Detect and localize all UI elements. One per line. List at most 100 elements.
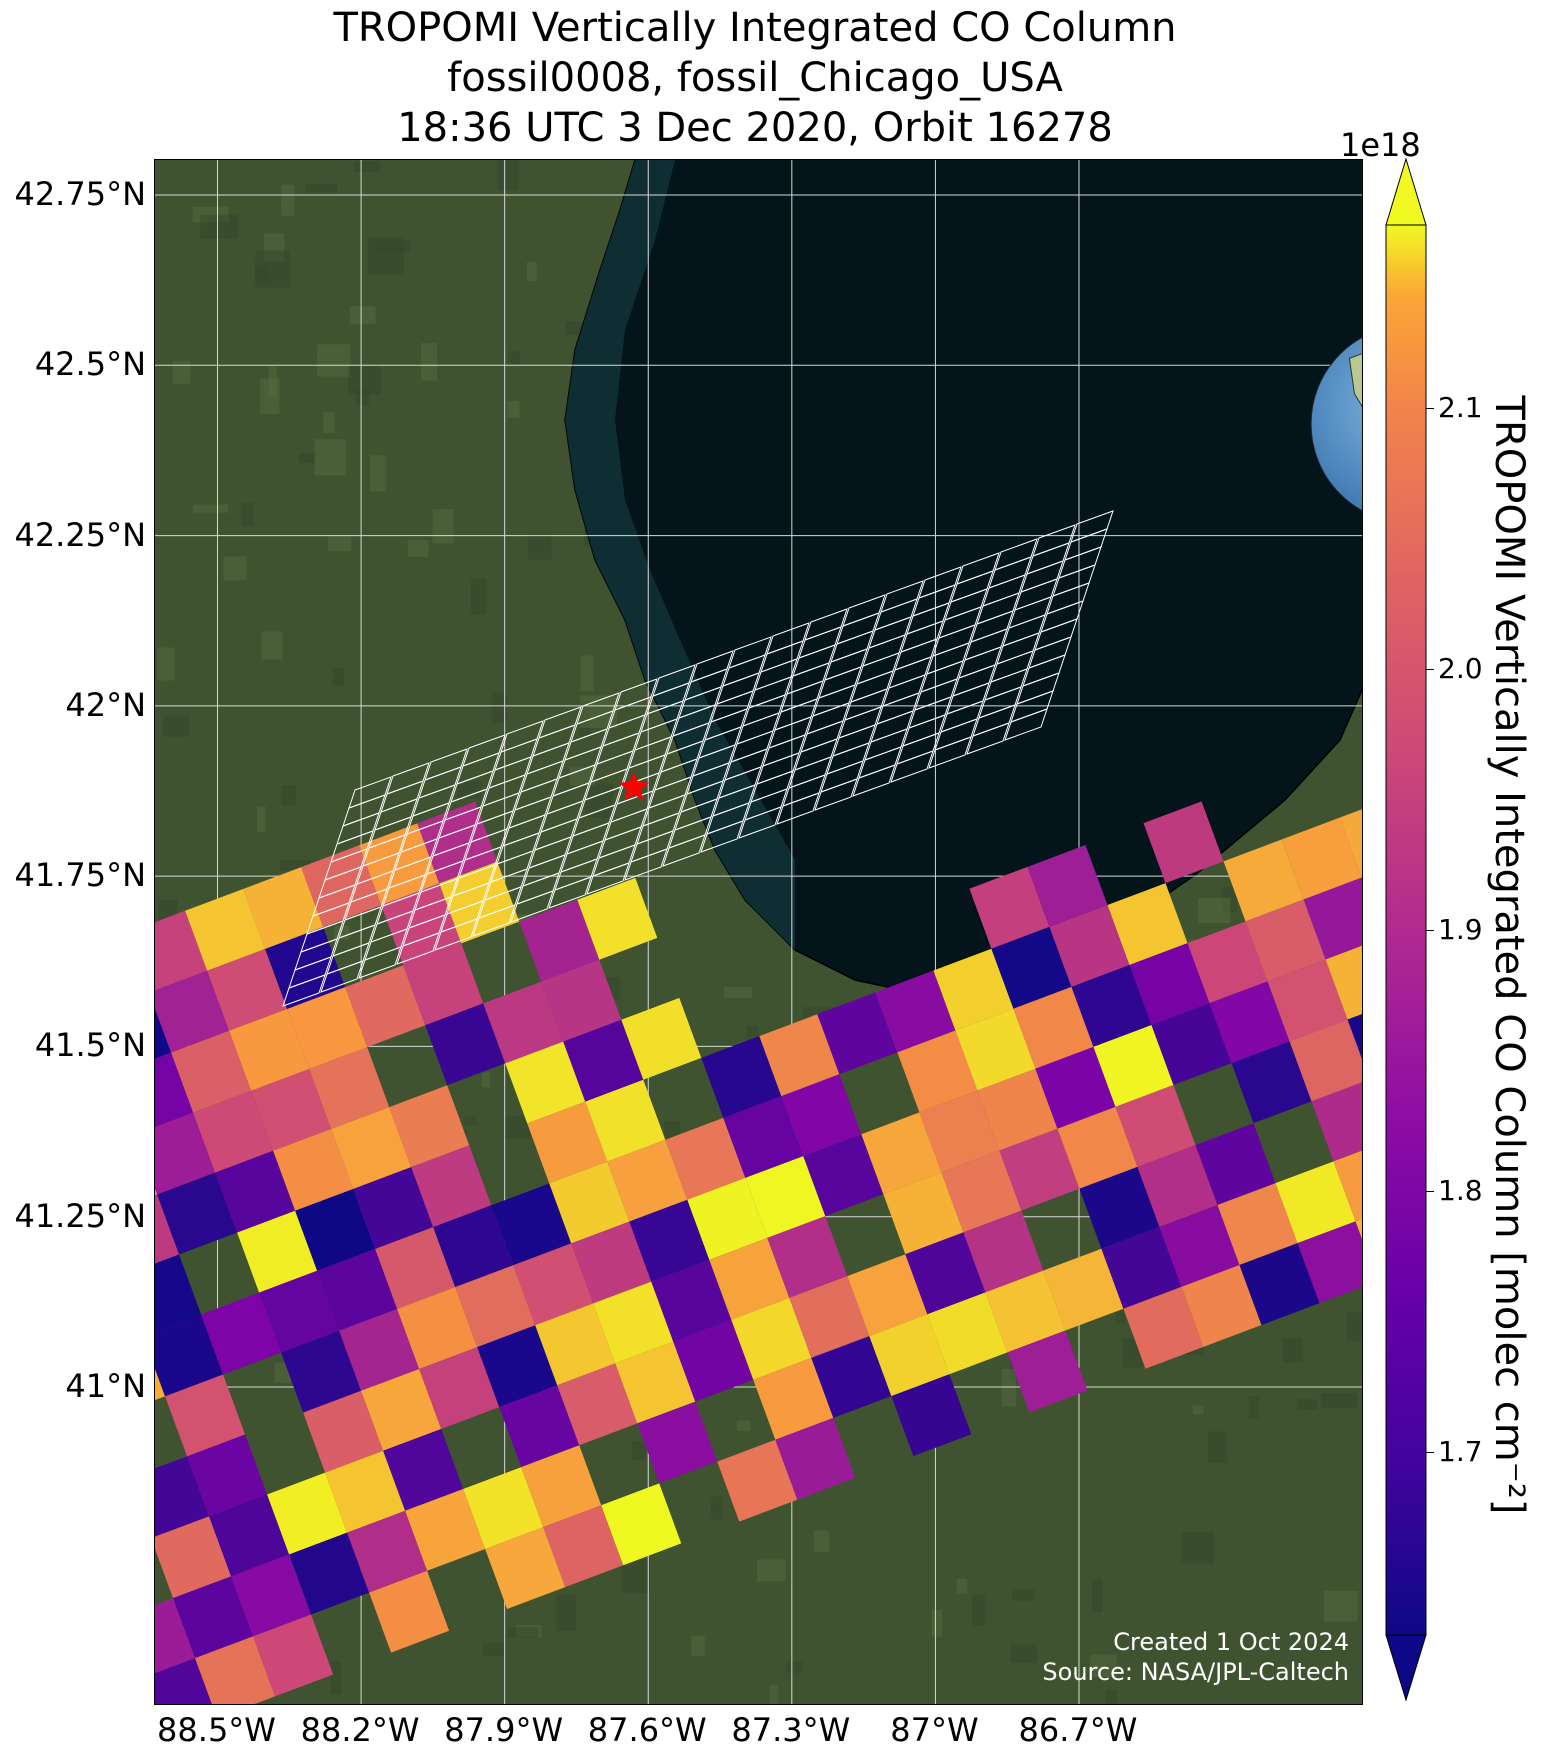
land-patch (333, 668, 344, 686)
land-patch (471, 579, 487, 614)
land-patch (173, 361, 191, 384)
lon-label: 87°W (854, 1712, 1014, 1748)
land-patch (1011, 1645, 1037, 1663)
land-patch (224, 556, 247, 580)
land-patch (581, 656, 594, 692)
land-patch (956, 1579, 967, 1593)
inset-globe (1309, 323, 1363, 525)
land-patch (282, 785, 297, 805)
land-patch (632, 1442, 645, 1460)
land-patch (1347, 1312, 1362, 1341)
land-patch (1321, 1393, 1357, 1408)
land-patch (257, 806, 265, 831)
land-patch (193, 505, 228, 513)
map-canvas (155, 160, 1362, 1704)
colorbar (1384, 157, 1428, 1702)
land-patch (972, 1595, 986, 1626)
colorbar-min-extend (1386, 1635, 1426, 1700)
colorbar-max-extend (1386, 159, 1426, 225)
land-patch (528, 535, 552, 560)
land-patch (786, 1661, 803, 1672)
land-patch (1193, 1406, 1204, 1415)
land-patch (433, 509, 454, 543)
land-patch (507, 401, 519, 418)
lat-label: 41°N (0, 1368, 146, 1404)
land-patch (163, 716, 189, 737)
colorbar-ramp (1386, 225, 1426, 1635)
land-patch (323, 412, 334, 433)
colorbar-tick-label: 1.7 (1438, 1437, 1483, 1467)
lon-label: 87.6°W (567, 1712, 727, 1748)
land-patch (465, 1117, 477, 1126)
land-patch (1181, 1532, 1213, 1563)
land-patch (350, 306, 376, 324)
land-patch (1105, 1691, 1116, 1704)
land-patch (711, 1497, 722, 1520)
land-patch (354, 161, 381, 172)
land-patch (556, 1595, 576, 1631)
colorbar-tick-label: 1.9 (1438, 915, 1483, 945)
credit-created: Created 1 Oct 2024 (1113, 1628, 1349, 1656)
land-patch (421, 343, 437, 381)
land-patch (1324, 1591, 1358, 1621)
land-patch (508, 1627, 539, 1638)
colorbar-tick-mark (1426, 408, 1434, 409)
lon-label: 87.3°W (711, 1712, 871, 1748)
land-patch (691, 1636, 705, 1657)
colorbar-tick-label: 2.0 (1438, 654, 1483, 684)
land-patch (1012, 1590, 1035, 1601)
land-patch (814, 1530, 829, 1552)
land-patch (482, 1072, 490, 1087)
lon-label: 88.2°W (280, 1712, 440, 1748)
land-patch (1297, 1399, 1317, 1410)
land-patch (281, 185, 294, 216)
land-patch (1282, 1338, 1302, 1362)
land-patch (1198, 898, 1231, 923)
colorbar-tick-label: 2.1 (1438, 393, 1483, 423)
land-patch (1249, 1396, 1259, 1418)
land-patch (483, 1643, 504, 1656)
land-patch (317, 344, 350, 376)
land-patch (1208, 1431, 1227, 1463)
land-patch (408, 540, 429, 557)
land-patch (505, 1116, 529, 1139)
land-patch (262, 631, 283, 659)
land-patch (328, 535, 351, 551)
land-patch (376, 240, 410, 252)
land-patch (305, 184, 337, 193)
land-patch (255, 251, 289, 288)
lon-label: 87.9°W (424, 1712, 584, 1748)
colorbar-tick-mark (1426, 669, 1434, 670)
lat-label: 42.5°N (0, 346, 146, 382)
land-patch (757, 1559, 785, 1581)
colorbar-tick-mark (1426, 1452, 1434, 1453)
land-patch (348, 366, 380, 394)
land-patch (298, 453, 315, 463)
lat-label: 41.25°N (0, 1198, 146, 1234)
land-patch (770, 1685, 778, 1704)
lat-label: 41.75°N (0, 857, 146, 893)
land-patch (509, 351, 521, 364)
title-line-3: 18:36 UTC 3 Dec 2020, Orbit 16278 (150, 103, 1360, 153)
land-patch (737, 1421, 751, 1431)
lon-label: 86.7°W (998, 1712, 1158, 1748)
land-patch (1002, 1369, 1016, 1406)
map-panel (154, 159, 1363, 1705)
colorbar-label: TROPOMI Vertically Integrated CO Column … (1489, 380, 1529, 1530)
land-patch (585, 783, 613, 817)
land-patch (331, 1661, 341, 1694)
land-patch (200, 215, 237, 239)
lon-label: 88.5°W (137, 1712, 297, 1748)
lat-label: 42.75°N (0, 176, 146, 212)
land-patch (268, 366, 276, 396)
lat-label: 41.5°N (0, 1027, 146, 1063)
land-patch (370, 455, 386, 491)
colorbar-tick-label: 1.8 (1438, 1176, 1483, 1206)
lat-label: 42°N (0, 687, 146, 723)
colorbar-tick-mark (1426, 1191, 1434, 1192)
land-patch (527, 262, 537, 281)
title-line-2: fossil0008, fossil_Chicago_USA (150, 53, 1360, 103)
land-patch (724, 987, 752, 998)
land-patch (1092, 1580, 1103, 1612)
land-patch (498, 160, 520, 190)
